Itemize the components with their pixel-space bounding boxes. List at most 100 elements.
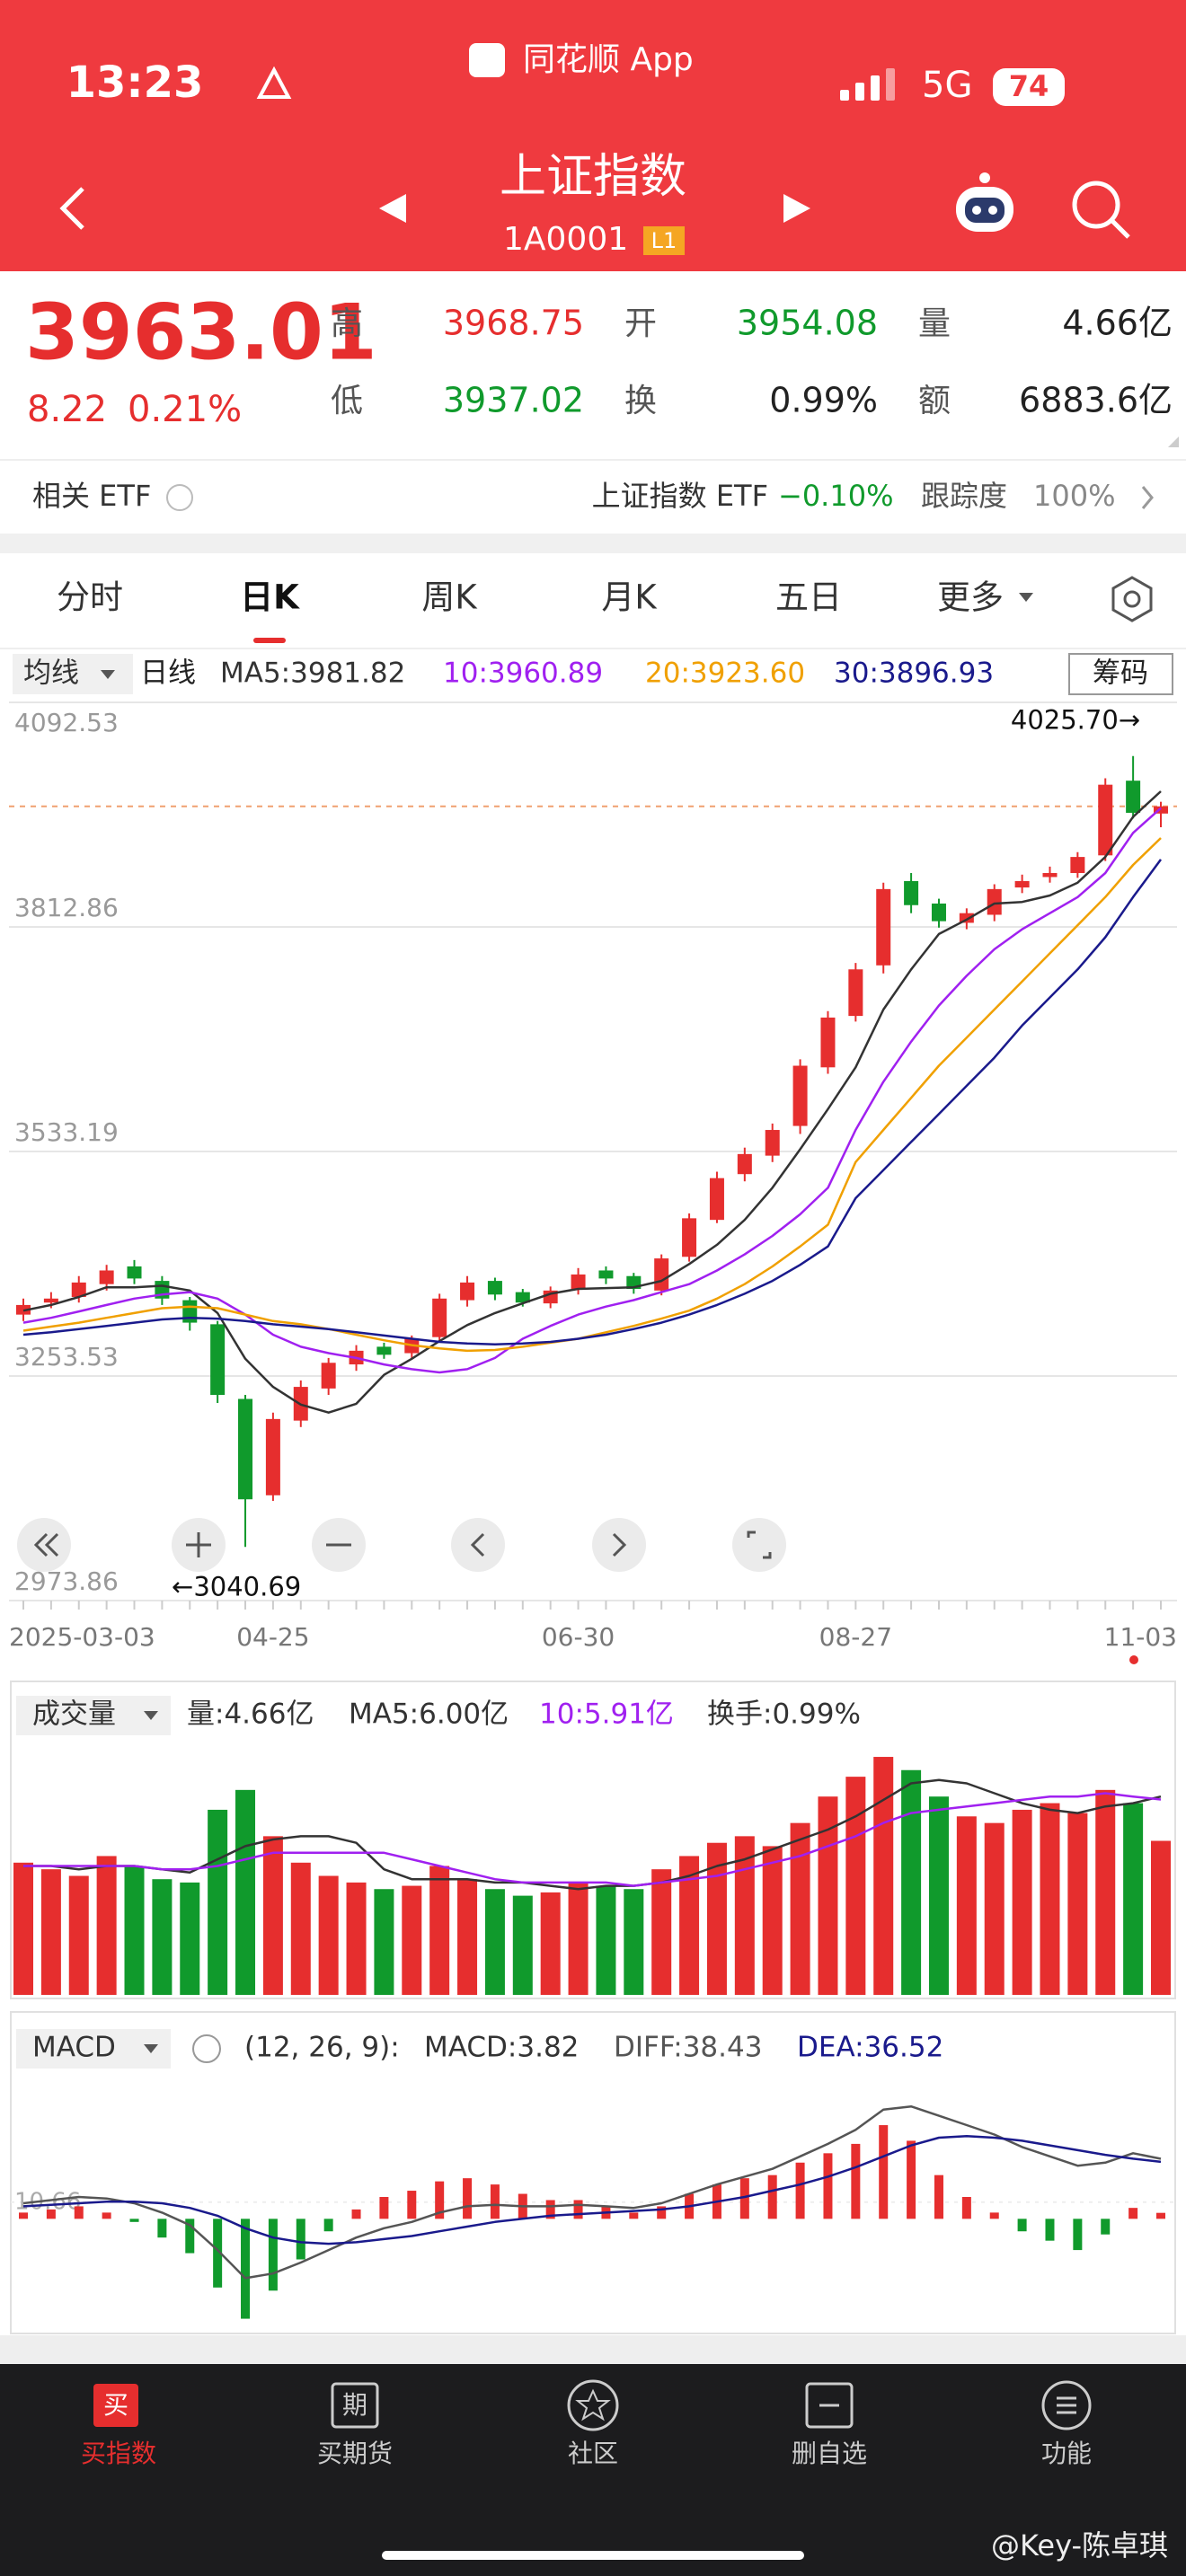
chart-control-icon	[33, 1532, 59, 1557]
legend-entry: 20:3923.60	[645, 657, 805, 690]
field-value: 6883.6亿	[1019, 381, 1173, 420]
macd-bar	[296, 2219, 305, 2260]
candle-body	[876, 888, 891, 966]
y-tick-label: 3533.19	[14, 1117, 119, 1147]
macd-params: (12, 26, 9):	[244, 2032, 400, 2064]
prev-button[interactable]	[379, 194, 406, 223]
macd-bar	[1045, 2219, 1055, 2241]
macd-bar	[1073, 2219, 1083, 2251]
tab-active[interactable]: 日K	[240, 578, 300, 617]
tab[interactable]: 更多	[937, 578, 1004, 617]
y-tick-label: 3253.53	[14, 1342, 119, 1372]
settings-button[interactable]	[1111, 576, 1153, 622]
volume-bar	[928, 1796, 949, 1995]
volume-bar	[484, 1889, 505, 1995]
nav-label[interactable]: 功能	[1041, 2439, 1092, 2468]
mute-icon	[256, 66, 292, 99]
volume-bar	[873, 1757, 894, 1995]
nav-label[interactable]: 删自选	[792, 2439, 867, 2468]
chart-control-icon	[747, 1531, 772, 1559]
macd-bar	[1128, 2208, 1138, 2219]
x-tick-label: 11-03	[1104, 1622, 1177, 1652]
macd-bar	[767, 2175, 777, 2219]
tab[interactable]: 周K	[421, 578, 478, 617]
candle-body	[682, 1218, 697, 1257]
nav-icon[interactable]	[93, 2384, 138, 2427]
chip-button[interactable]	[1068, 653, 1173, 695]
macd-bar	[435, 2181, 445, 2219]
tab[interactable]: 月K	[601, 578, 658, 617]
chart-control[interactable]	[592, 1518, 646, 1572]
help-icon[interactable]	[166, 484, 193, 511]
volume-bar	[96, 1856, 117, 1995]
candle-body	[432, 1298, 447, 1337]
volume-select[interactable]	[16, 1696, 171, 1735]
volume-bar	[1095, 1789, 1116, 1995]
chart-control[interactable]	[451, 1518, 505, 1572]
tab[interactable]: 五日	[775, 578, 842, 617]
volume-bar	[1040, 1803, 1060, 1995]
candle-body	[765, 1130, 780, 1156]
volume-bar	[318, 1875, 339, 1995]
candle-body	[571, 1274, 586, 1290]
volume-bar	[152, 1879, 173, 1995]
volume-bar	[734, 1836, 755, 1995]
nav-icon[interactable]	[805, 2382, 854, 2429]
etf-name[interactable]: 上证指数 ETF	[592, 479, 768, 513]
macd-panel	[10, 2011, 1176, 2334]
back-button[interactable]	[59, 187, 84, 230]
volume-bar	[596, 1885, 616, 1995]
volume-bar	[13, 1862, 33, 1995]
time: 13:23	[66, 57, 204, 108]
nav-label[interactable]: 买指数	[81, 2439, 156, 2468]
robot-button[interactable]	[956, 172, 1013, 232]
volume-bar	[262, 1836, 283, 1995]
high-annotation: 4025.70→	[1011, 705, 1140, 736]
code: 1A0001	[503, 221, 628, 258]
chevron[interactable]	[1141, 486, 1154, 509]
field-label: 低	[331, 383, 363, 419]
settings-button-dot	[1123, 590, 1141, 608]
signal-icon	[840, 68, 895, 101]
candle-body	[321, 1363, 336, 1389]
etf-label[interactable]: 相关 ETF	[32, 479, 151, 513]
tab[interactable]: 分时	[57, 578, 123, 617]
volume-ma-line	[23, 1792, 1162, 1887]
field-value: 0.99%	[769, 381, 878, 420]
macd-line	[22, 2104, 1162, 2280]
macd-bar	[490, 2184, 500, 2219]
nav-icon[interactable]	[567, 2379, 619, 2431]
volume-bar	[512, 1895, 533, 1995]
volume-bar	[68, 1875, 89, 1995]
help-icon[interactable]	[192, 2034, 221, 2063]
volume-bar	[790, 1822, 810, 1995]
chart-control[interactable]	[732, 1518, 786, 1572]
field-value: 3954.08	[737, 304, 878, 343]
macd-select[interactable]	[16, 2029, 171, 2069]
nav-label[interactable]: 社区	[568, 2439, 618, 2468]
macd-bar	[879, 2125, 889, 2219]
nav-label[interactable]: 买期货	[317, 2439, 393, 2468]
chart-control-icon	[186, 1532, 211, 1557]
tab-underline	[253, 638, 286, 643]
change-pct: 0.21%	[128, 389, 242, 430]
chart-control[interactable]	[17, 1518, 71, 1572]
turnover: 换手:0.99%	[707, 1698, 861, 1731]
candle-body	[598, 1270, 614, 1279]
candle-body	[487, 1281, 502, 1295]
macd-bar	[989, 2212, 999, 2219]
ma-line	[22, 790, 1162, 1414]
search-button[interactable]	[1072, 181, 1130, 239]
nav-icon[interactable]	[1041, 2380, 1092, 2430]
y-tick-label: 4092.53	[14, 708, 119, 737]
volume-bar	[706, 1842, 727, 1995]
candle-body	[848, 969, 863, 1017]
legend-entry: 10:3960.89	[443, 657, 603, 690]
candle-body	[792, 1065, 808, 1126]
macd-bar	[213, 2219, 223, 2288]
volume-bar	[845, 1777, 866, 1995]
nav-icon[interactable]	[331, 2382, 379, 2429]
indicator-select[interactable]	[13, 654, 133, 694]
candle-body	[182, 1300, 198, 1323]
next-button[interactable]	[783, 194, 810, 223]
